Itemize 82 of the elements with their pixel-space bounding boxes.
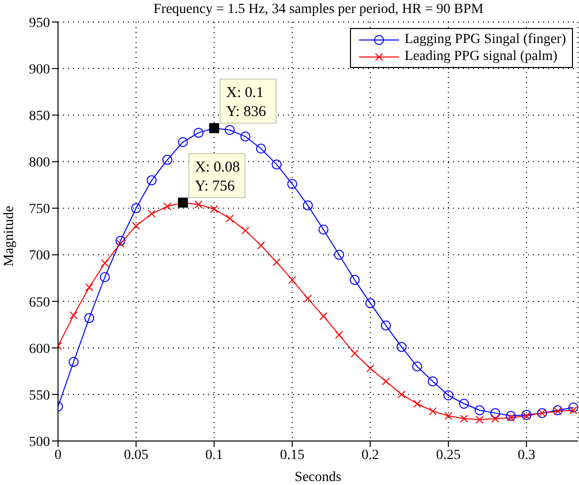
- point: [100, 259, 109, 268]
- point: [398, 390, 406, 398]
- point: [366, 364, 374, 372]
- point: [413, 400, 422, 408]
- point: [460, 414, 468, 423]
- point: [412, 362, 422, 372]
- point: [178, 137, 188, 148]
- point: [335, 330, 344, 339]
- legend-label: Leading PPG signal (palm): [404, 48, 558, 65]
- y-tick-label: 600: [29, 342, 50, 357]
- point: [272, 258, 281, 266]
- y-tick-label: 900: [29, 62, 50, 78]
- point: [226, 214, 234, 222]
- point: [304, 294, 312, 303]
- point: [70, 311, 78, 320]
- x-axis-title: Seconds: [294, 470, 342, 485]
- y-tick-label: 650: [29, 295, 50, 310]
- point: [302, 200, 313, 210]
- y-tick-label: 500: [29, 434, 50, 450]
- x-tick-label: 0.15: [280, 448, 304, 463]
- point: [85, 283, 94, 292]
- point: [241, 226, 250, 235]
- point: [365, 298, 376, 308]
- x-tick-label: 0.25: [436, 448, 461, 463]
- point: [194, 200, 203, 208]
- point: [287, 179, 298, 190]
- legend-label: Lagging PPG Singal (finger): [404, 31, 566, 48]
- point: [194, 128, 204, 138]
- y-tick-label: 550: [29, 388, 50, 404]
- point: [132, 222, 140, 230]
- point: [84, 313, 94, 324]
- point: [382, 377, 390, 386]
- annotation: X: 0.08 Y: 756: [194, 160, 240, 195]
- point: [318, 224, 328, 235]
- point: [490, 408, 500, 418]
- point: [506, 410, 516, 421]
- point: [396, 342, 407, 352]
- point: [115, 236, 126, 246]
- y-tick-label: 800: [29, 156, 50, 171]
- point: [428, 376, 438, 386]
- point: [476, 416, 484, 424]
- point: [474, 405, 485, 416]
- point: [319, 312, 328, 320]
- point: [272, 159, 282, 170]
- point: [210, 205, 218, 214]
- y-tick-label: 950: [29, 16, 50, 31]
- point: [491, 414, 500, 423]
- x-tick-label: 0.3: [518, 448, 536, 463]
- y-axis-title: Magnitude: [2, 206, 17, 266]
- point: [224, 125, 235, 136]
- point: [443, 390, 454, 400]
- point: [569, 406, 578, 414]
- point: [350, 274, 360, 285]
- x-tick-label: 0.05: [124, 448, 148, 463]
- point: [131, 203, 142, 214]
- x-tick-label: 0.1: [205, 448, 223, 463]
- point: [459, 398, 470, 409]
- point: [163, 202, 172, 210]
- point: [116, 240, 124, 248]
- y-tick-label: 850: [29, 109, 50, 124]
- point: [100, 272, 110, 282]
- y-tick-label: 750: [29, 202, 50, 218]
- point: [334, 250, 344, 260]
- point: [506, 414, 515, 422]
- point: [240, 132, 250, 142]
- point: [257, 241, 266, 250]
- chart-title: Frequency = 1.5 Hz, 34 samples per period, HR = 90 BPM: [152, 2, 484, 18]
- point: [568, 402, 578, 412]
- x-tick-label: 0.2: [362, 448, 380, 463]
- point: [148, 210, 156, 218]
- annotation: X: 0.1 Y: 836: [226, 85, 267, 120]
- x-tick-label: 0: [54, 448, 62, 463]
- point: [380, 320, 391, 331]
- y-tick-label: 700: [29, 248, 50, 264]
- point: [428, 407, 437, 416]
- point: [146, 175, 157, 186]
- point: [68, 356, 79, 367]
- point: [444, 412, 452, 420]
- point: [350, 349, 359, 358]
- point: [288, 276, 296, 284]
- point: [256, 144, 266, 154]
- point: [162, 154, 172, 165]
